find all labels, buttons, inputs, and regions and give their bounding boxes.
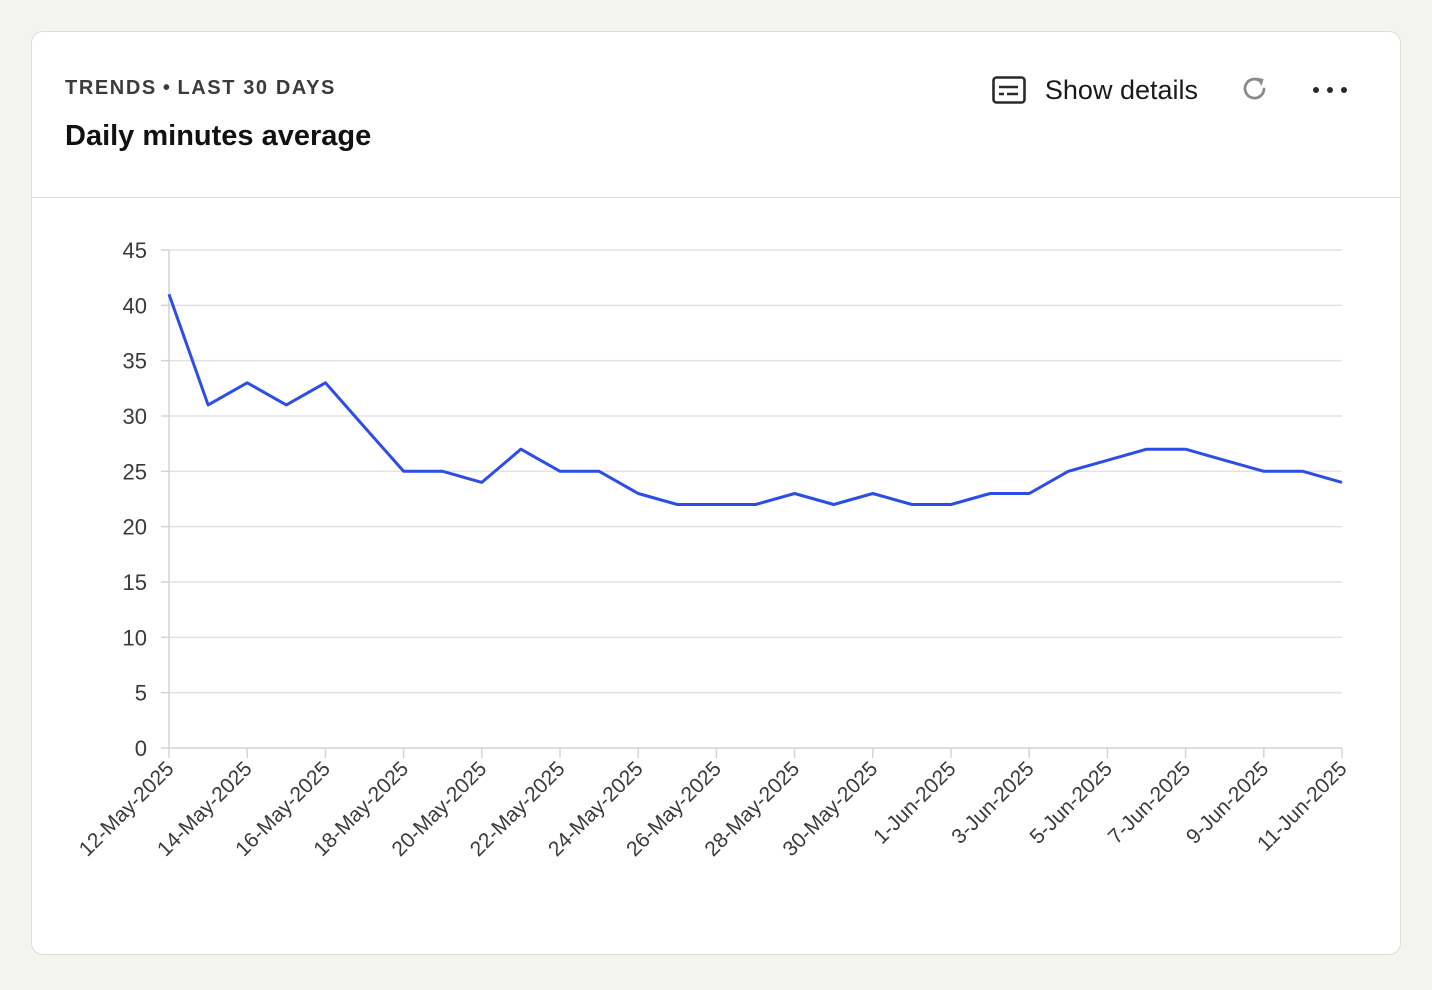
- card-toolbar: Show details: [992, 70, 1348, 110]
- y-tick-label: 45: [123, 238, 147, 263]
- refresh-icon: [1240, 74, 1270, 107]
- data-point[interactable]: [908, 501, 916, 509]
- x-tick-labels: 12-May-202514-May-202516-May-202518-May-…: [75, 757, 1352, 861]
- series-line: [167, 293, 1343, 506]
- show-details-label: Show details: [1044, 74, 1198, 105]
- data-point[interactable]: [1103, 456, 1111, 464]
- eyebrow-range: LAST 30 DAYS: [177, 77, 336, 99]
- data-point[interactable]: [595, 467, 603, 475]
- x-tick-label: 5-Jun-2025: [1026, 757, 1117, 848]
- eyebrow-separator: •: [162, 77, 172, 99]
- card-eyebrow: TRENDS • LAST 30 DAYS: [65, 77, 336, 100]
- data-point[interactable]: [791, 489, 799, 497]
- show-details-button[interactable]: Show details: [992, 75, 1198, 106]
- grid-lines: [169, 249, 1342, 694]
- data-point[interactable]: [556, 467, 564, 475]
- data-point[interactable]: [673, 501, 681, 509]
- y-tick-label: 0: [135, 736, 147, 761]
- data-point[interactable]: [400, 467, 408, 475]
- data-point[interactable]: [1182, 445, 1190, 453]
- data-point[interactable]: [1338, 478, 1346, 486]
- card-title: Daily minutes average: [65, 120, 372, 152]
- data-point[interactable]: [1260, 467, 1268, 475]
- data-point[interactable]: [986, 489, 994, 497]
- more-horizontal-icon: [1312, 83, 1348, 98]
- y-tick-label: 20: [123, 515, 147, 540]
- data-point[interactable]: [361, 423, 369, 431]
- card-header: TRENDS • LAST 30 DAYS Daily minutes averag…: [32, 32, 1400, 198]
- data-point[interactable]: [243, 379, 251, 387]
- data-point[interactable]: [478, 478, 486, 486]
- chart-area: 0 5 10 15 20 25 30 35 40 45 12-May-2025 14-May-202…: [32, 198, 1400, 954]
- data-point[interactable]: [634, 489, 642, 497]
- trend-card: TRENDS • LAST 30 DAYS Daily minutes averag…: [31, 31, 1401, 955]
- data-point[interactable]: [712, 501, 720, 509]
- y-tick-label: 25: [123, 459, 147, 484]
- data-point[interactable]: [1064, 467, 1072, 475]
- data-point[interactable]: [165, 290, 173, 298]
- data-point[interactable]: [1143, 445, 1151, 453]
- line-chart: 0 5 10 15 20 25 30 35 40 45 12-May-202514-May-202…: [75, 238, 1352, 861]
- data-point[interactable]: [830, 501, 838, 509]
- refresh-button[interactable]: [1240, 74, 1270, 107]
- details-panel-icon: [992, 76, 1026, 104]
- data-point[interactable]: [517, 445, 525, 453]
- data-point[interactable]: [204, 401, 212, 409]
- x-tick-label: 7-Jun-2025: [1104, 757, 1195, 848]
- data-point[interactable]: [1025, 489, 1033, 497]
- series: [165, 290, 1346, 509]
- y-tick-label: 35: [123, 349, 147, 374]
- axes: [161, 249, 1343, 758]
- y-tick-label: 15: [123, 570, 147, 595]
- data-point[interactable]: [752, 501, 760, 509]
- data-point[interactable]: [947, 501, 955, 509]
- y-tick-label: 10: [123, 625, 147, 650]
- data-point[interactable]: [1299, 467, 1307, 475]
- x-tick-label: 3-Jun-2025: [947, 757, 1038, 848]
- y-tick-label: 5: [135, 681, 147, 706]
- data-point[interactable]: [282, 401, 290, 409]
- data-point[interactable]: [1221, 456, 1229, 464]
- data-point[interactable]: [321, 379, 329, 387]
- y-tick-label: 40: [123, 293, 147, 318]
- x-tick-label: 1-Jun-2025: [869, 757, 960, 848]
- eyebrow-section: TRENDS: [65, 77, 157, 99]
- more-options-button[interactable]: [1312, 83, 1348, 98]
- data-point[interactable]: [869, 489, 877, 497]
- y-tick-labels: 0 5 10 15 20 25 30 35 40 45: [123, 238, 147, 761]
- data-point[interactable]: [439, 467, 447, 475]
- y-tick-label: 30: [123, 404, 147, 429]
